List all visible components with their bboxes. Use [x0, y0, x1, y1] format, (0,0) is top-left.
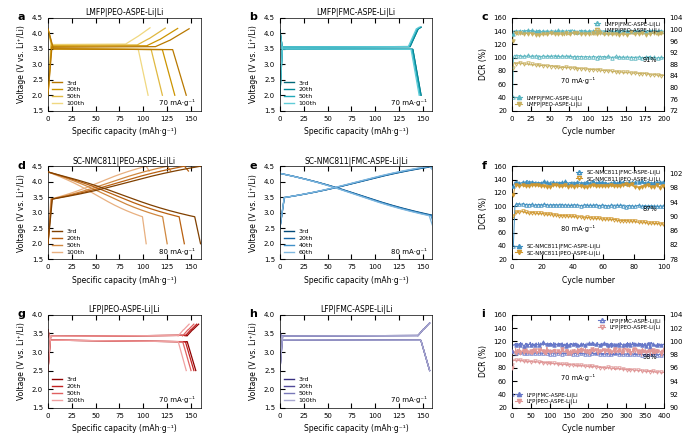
Title: SC-NMC811|PEO-ASPE-Li|Li: SC-NMC811|PEO-ASPE-Li|Li: [73, 157, 176, 166]
Y-axis label: Voltage (V vs. Li⁺/Li): Voltage (V vs. Li⁺/Li): [17, 26, 26, 103]
Title: LMFP|FMC-ASPE-Li|Li: LMFP|FMC-ASPE-Li|Li: [316, 8, 396, 17]
Legend: 3rd, 20th, 50th, 100th: 3rd, 20th, 50th, 100th: [283, 376, 318, 405]
Text: 70 mA·g⁻¹: 70 mA·g⁻¹: [561, 374, 595, 381]
Text: g: g: [17, 309, 25, 319]
Y-axis label: DCR (%): DCR (%): [479, 197, 488, 229]
Title: LFP|FMC-ASPE-Li|Li: LFP|FMC-ASPE-Li|Li: [320, 305, 393, 314]
Title: LFP|PEO-ASPE-Li|Li: LFP|PEO-ASPE-Li|Li: [88, 305, 160, 314]
X-axis label: Specific capacity (mAh·g⁻¹): Specific capacity (mAh·g⁻¹): [304, 127, 408, 136]
Y-axis label: Voltage (V vs. Li⁺/Li): Voltage (V vs. Li⁺/Li): [249, 26, 258, 103]
X-axis label: Cycle number: Cycle number: [562, 276, 614, 284]
Text: 80 mA·g⁻¹: 80 mA·g⁻¹: [390, 248, 426, 254]
Text: 70 mA·g⁻¹: 70 mA·g⁻¹: [390, 396, 426, 403]
Y-axis label: Voltage (V vs. Li⁺/Li): Voltage (V vs. Li⁺/Li): [17, 174, 26, 252]
Legend: LFP|FMC-ASPE-Li|Li, LFP|PEO-ASPE-Li|Li: LFP|FMC-ASPE-Li|Li, LFP|PEO-ASPE-Li|Li: [598, 318, 662, 331]
Text: e: e: [249, 161, 257, 171]
Legend: SC-NMC811|FMC-ASPE-Li|Li, SC-NMC811|PEO-ASPE-Li|Li: SC-NMC811|FMC-ASPE-Li|Li, SC-NMC811|PEO-…: [575, 169, 662, 182]
X-axis label: Specific capacity (mAh·g⁻¹): Specific capacity (mAh·g⁻¹): [72, 127, 177, 136]
X-axis label: Cycle number: Cycle number: [562, 127, 614, 136]
Legend: LMFP|FMC-ASPE-Li|Li, LMFP|PEO-ASPE-Li|Li: LMFP|FMC-ASPE-Li|Li, LMFP|PEO-ASPE-Li|Li: [593, 21, 662, 34]
Text: 80 mA·g⁻¹: 80 mA·g⁻¹: [158, 248, 195, 254]
Text: 70 mA·g⁻¹: 70 mA·g⁻¹: [158, 99, 195, 106]
Text: 70 mA·g⁻¹: 70 mA·g⁻¹: [158, 396, 195, 403]
Text: a: a: [17, 13, 25, 22]
Text: 91%: 91%: [643, 57, 657, 64]
Title: LMFP|PEO-ASPE-Li|Li: LMFP|PEO-ASPE-Li|Li: [85, 8, 164, 17]
X-axis label: Specific capacity (mAh·g⁻¹): Specific capacity (mAh·g⁻¹): [72, 276, 177, 284]
Legend: LMFP|FMC-ASPE-Li|Li, LMFP|PEO-ASPE-Li|Li: LMFP|FMC-ASPE-Li|Li, LMFP|PEO-ASPE-Li|Li: [514, 95, 583, 108]
X-axis label: Specific capacity (mAh·g⁻¹): Specific capacity (mAh·g⁻¹): [304, 276, 408, 284]
Text: 87%: 87%: [642, 206, 657, 212]
Text: b: b: [249, 13, 258, 22]
Y-axis label: Voltage (V vs. Li⁺/Li): Voltage (V vs. Li⁺/Li): [249, 323, 258, 400]
Legend: 3rd, 20th, 50th, 100th: 3rd, 20th, 50th, 100th: [283, 79, 318, 108]
Legend: 3rd, 20th, 40th, 60th: 3rd, 20th, 40th, 60th: [283, 228, 314, 256]
Text: 80 mA·g⁻¹: 80 mA·g⁻¹: [561, 225, 595, 233]
Text: i: i: [482, 309, 485, 319]
Legend: LFP|FMC-ASPE-Li|Li, LFP|PEO-ASPE-Li|Li: LFP|FMC-ASPE-Li|Li, LFP|PEO-ASPE-Li|Li: [514, 392, 578, 405]
Y-axis label: Voltage (V vs. Li⁺/Li): Voltage (V vs. Li⁺/Li): [249, 174, 258, 252]
Text: 70 mA·g⁻¹: 70 mA·g⁻¹: [390, 99, 426, 106]
X-axis label: Specific capacity (mAh·g⁻¹): Specific capacity (mAh·g⁻¹): [304, 424, 408, 433]
X-axis label: Cycle number: Cycle number: [562, 424, 614, 433]
Text: h: h: [249, 309, 258, 319]
Y-axis label: Voltage (V vs. Li⁺/Li): Voltage (V vs. Li⁺/Li): [17, 323, 26, 400]
Text: 70 mA·g⁻¹: 70 mA·g⁻¹: [561, 77, 595, 84]
Y-axis label: DCR (%): DCR (%): [479, 48, 488, 80]
Y-axis label: DCR (%): DCR (%): [479, 345, 488, 377]
Legend: SC-NMC811|FMC-ASPE-Li|Li, SC-NMC811|PEO-ASPE-Li|Li: SC-NMC811|FMC-ASPE-Li|Li, SC-NMC811|PEO-…: [514, 243, 601, 256]
X-axis label: Specific capacity (mAh·g⁻¹): Specific capacity (mAh·g⁻¹): [72, 424, 177, 433]
Legend: 3rd, 20th, 50th, 100th: 3rd, 20th, 50th, 100th: [51, 79, 86, 108]
Legend: 3rd, 20th, 50th, 100th: 3rd, 20th, 50th, 100th: [51, 228, 86, 256]
Text: 98%: 98%: [643, 354, 657, 361]
Text: f: f: [482, 161, 486, 171]
Text: c: c: [482, 13, 488, 22]
Title: SC-NMC811|FMC-ASPE-Li|Li: SC-NMC811|FMC-ASPE-Li|Li: [304, 157, 408, 166]
Legend: 3rd, 20th, 50th, 100th: 3rd, 20th, 50th, 100th: [51, 376, 86, 405]
Text: d: d: [17, 161, 25, 171]
